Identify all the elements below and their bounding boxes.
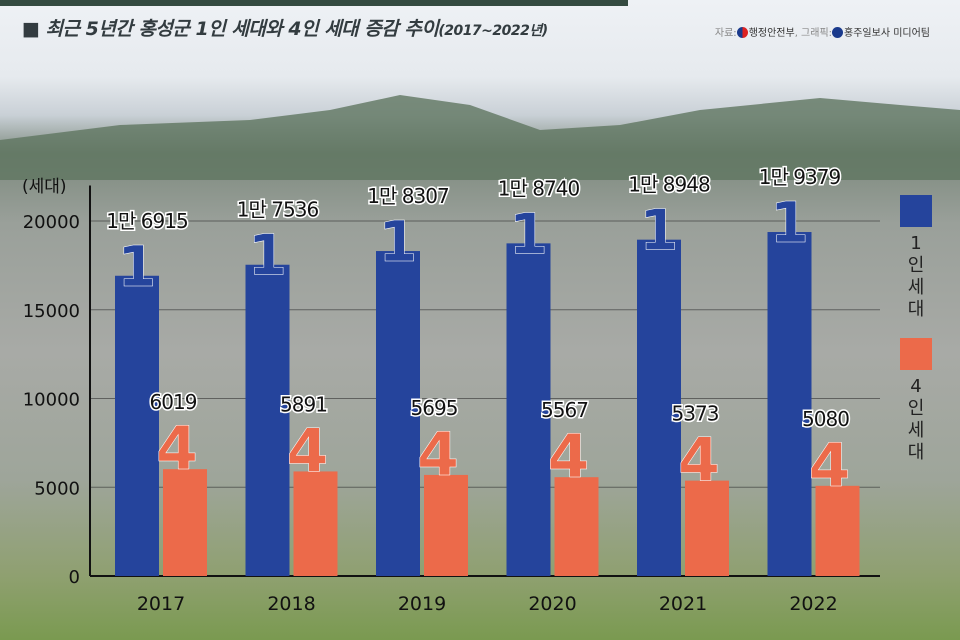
bar-glyph: 4 (678, 426, 720, 496)
data-label: 5373 (672, 402, 719, 426)
bar-glyph: 1 (379, 210, 418, 275)
bar-four-person (685, 480, 729, 576)
legend-label-four-person: 4인 세대 (907, 376, 925, 463)
graphic-name: 홍주일보사 미디어팀 (844, 28, 930, 39)
bar-one-person (767, 232, 812, 576)
chart-title: ■ 최근 5년간 홍성군 1인 세대와 4인 세대 증감 추이(2017~202… (22, 18, 548, 40)
x-tick-label: 2021 (659, 593, 707, 615)
x-tick-label: 2020 (528, 593, 576, 615)
bar-glyph: 1 (118, 235, 157, 300)
title-text: 최근 5년간 홍성군 1인 세대와 4인 세대 증감 추이 (45, 18, 439, 40)
legend-swatch-four-person (900, 338, 932, 370)
data-label: 5695 (411, 396, 458, 420)
title-period: (2017~2022년) (438, 23, 548, 39)
source-credit: 자료: 행정안전부, 그래픽: 홍주일보사 미디어팀 (715, 24, 930, 39)
y-tick-label: 10000 (23, 390, 80, 411)
bar-one-person (245, 264, 290, 576)
data-label: 1만 8307 (367, 184, 449, 208)
x-tick-label: 2017 (137, 593, 185, 615)
x-tick-label: 2022 (789, 593, 837, 615)
mountain-background (0, 95, 960, 180)
bar-four-person (293, 471, 338, 576)
data-label: 5891 (280, 392, 327, 416)
source-label: 자료: (714, 28, 737, 39)
data-label: 5080 (802, 407, 849, 431)
legend-swatch-one-person (900, 195, 932, 227)
data-label: 1만 9379 (759, 165, 841, 189)
data-label: 1만 6915 (106, 209, 187, 233)
bar-glyph: 1 (640, 199, 679, 264)
y-tick-label: 20000 (23, 212, 80, 233)
y-tick-label: 15000 (23, 301, 80, 322)
graphic-label: , 그래픽: (794, 28, 833, 39)
bar-glyph: 4 (156, 414, 198, 484)
bar-four-person (163, 469, 207, 576)
gov-logo-icon (736, 27, 748, 38)
source-name: 행정안전부 (748, 28, 795, 39)
bar-four-person (554, 477, 599, 576)
data-label: 1만 8740 (498, 176, 580, 200)
y-tick-label: 5000 (34, 478, 80, 499)
bar-one-person (115, 275, 159, 576)
y-tick-label: 0 (69, 567, 80, 588)
data-label: 1만 7536 (237, 198, 319, 222)
bar-one-person (637, 239, 681, 576)
legend-one-person: 1인 세대 (898, 195, 934, 321)
bar-one-person (376, 251, 420, 576)
data-label: 1만 8948 (628, 173, 710, 197)
x-tick-label: 2019 (398, 593, 446, 615)
bar-glyph: 1 (509, 202, 548, 267)
x-tick-label: 2018 (267, 593, 315, 615)
data-label: 5567 (541, 398, 588, 422)
legend-label-one-person: 1인 세대 (907, 233, 925, 320)
bar-glyph: 4 (548, 422, 590, 492)
bar-four-person (424, 474, 468, 576)
bar-glyph: 4 (809, 431, 851, 501)
data-label: 6019 (150, 390, 197, 414)
bar-glyph: 1 (248, 224, 287, 289)
hongju-logo-icon (832, 27, 844, 38)
top-bar (0, 0, 628, 6)
bar-glyph: 4 (417, 420, 459, 490)
y-axis-label: (세대) (22, 177, 67, 197)
bar-glyph: 1 (770, 191, 809, 256)
bar-one-person (506, 243, 551, 577)
bar-four-person (815, 485, 860, 576)
legend-four-person: 4인 세대 (898, 338, 934, 464)
bar-glyph: 4 (287, 416, 329, 486)
